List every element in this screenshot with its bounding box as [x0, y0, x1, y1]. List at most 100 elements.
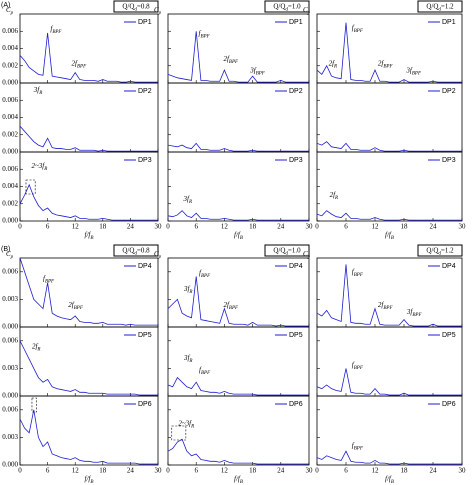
condition-sub: d: [134, 251, 137, 256]
annotation-sub: R: [333, 64, 337, 69]
y-tick-label: 0.006: [2, 27, 18, 35]
y-axis-label-main: C: [303, 250, 308, 258]
legend-label: DP2: [442, 88, 456, 95]
panel-frame: [167, 151, 310, 222]
y-axis-label-main: C: [303, 6, 308, 14]
condition-main: Q/Q: [273, 2, 285, 10]
y-tick-label: 0.000: [2, 217, 18, 225]
x-axis-label-main: f/f: [234, 231, 241, 239]
annotation: 2~3fR: [32, 161, 48, 171]
x-tick-label: 6: [46, 223, 50, 231]
y-axis-label-main: C: [154, 6, 159, 14]
annotation-sub: BPF: [45, 279, 55, 284]
y-tick-label: 0.006: [2, 336, 18, 344]
x-tick-label: 24: [127, 467, 135, 475]
x-tick-label: 0: [18, 467, 22, 475]
condition-rest: =1.0: [288, 2, 301, 10]
annotation-sub: BPF: [354, 272, 364, 277]
x-axis-label-main: f/f: [85, 231, 92, 239]
condition-sub: d: [438, 251, 441, 256]
condition: Q/Qd=1.2: [426, 246, 454, 256]
annotation-main: 3f: [406, 307, 414, 315]
panel-frame: [316, 395, 463, 466]
annotation-sub: R: [43, 166, 47, 171]
annotation: 2fBPF: [68, 301, 84, 311]
y-tick-label: 0.006: [2, 96, 18, 104]
x-tick-label: 12: [372, 467, 380, 475]
annotation-sub: BPF: [74, 306, 84, 311]
x-tick-label: 6: [344, 223, 348, 231]
condition-sub: d: [438, 7, 441, 12]
x-tick-label: 12: [72, 467, 80, 475]
x-tick-label: 18: [99, 467, 107, 475]
legend-label: DP2: [289, 88, 303, 95]
annotation: 3fBPF: [406, 307, 423, 317]
x-tick-label: 24: [277, 223, 285, 231]
annotation-main: 2f: [72, 59, 79, 67]
x-axis-label: f/fB: [385, 475, 394, 485]
annotation: 3fBPF: [405, 66, 422, 76]
legend-label: DP4: [138, 263, 152, 270]
annotation-sub: BPF: [412, 71, 422, 76]
condition: Q/Qd=1.0: [273, 246, 301, 256]
x-tick-label: 30: [155, 467, 163, 475]
annotation-main: f: [352, 267, 355, 275]
annotation-main: f: [50, 25, 53, 33]
y-tick-label: 0.000: [2, 392, 18, 400]
panel-frame: [316, 257, 463, 328]
legend-label: DP6: [442, 401, 456, 408]
highlight-box: [25, 179, 36, 195]
legend-label: DP5: [442, 332, 456, 339]
x-axis-label-sub: B: [240, 236, 243, 241]
legend-label: DP3: [289, 157, 303, 164]
annotation-main: 2f: [223, 301, 230, 309]
legend-label: DP3: [442, 157, 456, 164]
annotation-main: 2f: [32, 342, 39, 350]
y-axis-label: Cp: [6, 250, 14, 260]
annotation: 3fR: [183, 195, 193, 205]
x-tick-label: 12: [221, 223, 229, 231]
group-label: (A): [1, 2, 10, 9]
x-axis-label: f/fB: [85, 231, 94, 241]
highlight-box: [31, 397, 37, 413]
panel-frame: [167, 82, 310, 153]
legend-label: DP6: [138, 401, 152, 408]
legend-label: DP5: [138, 332, 152, 339]
annotation-main: 2~3f: [178, 419, 192, 427]
annotation-sub: BPF: [77, 64, 87, 69]
x-axis-label-main: f/f: [234, 475, 241, 483]
y-tick-label: 0.006: [2, 267, 18, 275]
panel-frame: [167, 13, 310, 84]
annotation: 2fBPF: [378, 59, 394, 69]
x-tick-label: 0: [166, 467, 170, 475]
annotation-sub: BPF: [201, 370, 211, 375]
condition-main: Q/Q: [122, 2, 134, 10]
condition-rest: =0.8: [137, 2, 150, 10]
annotation-sub: R: [36, 347, 40, 352]
x-tick-label: 0: [315, 223, 319, 231]
annotation: fBPF: [352, 361, 364, 371]
condition-sub: d: [285, 7, 288, 12]
x-tick-label: 18: [401, 223, 409, 231]
y-axis-label-sub: p: [10, 255, 14, 260]
legend-label: DP4: [289, 263, 303, 270]
condition-main: Q/Q: [273, 246, 285, 254]
y-axis-label-main: C: [154, 250, 159, 258]
x-tick-label: 12: [221, 467, 229, 475]
annotation-sub: R: [188, 359, 192, 364]
x-tick-label: 30: [459, 467, 467, 475]
y-tick-label: 0.003: [2, 295, 18, 303]
x-axis-label-sub: B: [90, 236, 93, 241]
condition-box: [417, 0, 463, 13]
spectrum-line: [167, 142, 309, 152]
annotation-sub: BPF: [383, 306, 393, 311]
y-tick-label: 0.000: [2, 323, 18, 331]
legend-label: DP2: [138, 88, 152, 95]
condition-sub: d: [134, 7, 137, 12]
y-tick-label: 0.002: [2, 199, 18, 207]
spectrum-line: [167, 438, 309, 465]
condition-box: [264, 0, 310, 13]
x-tick-label: 18: [99, 223, 107, 231]
spectrum-line: [19, 183, 158, 221]
